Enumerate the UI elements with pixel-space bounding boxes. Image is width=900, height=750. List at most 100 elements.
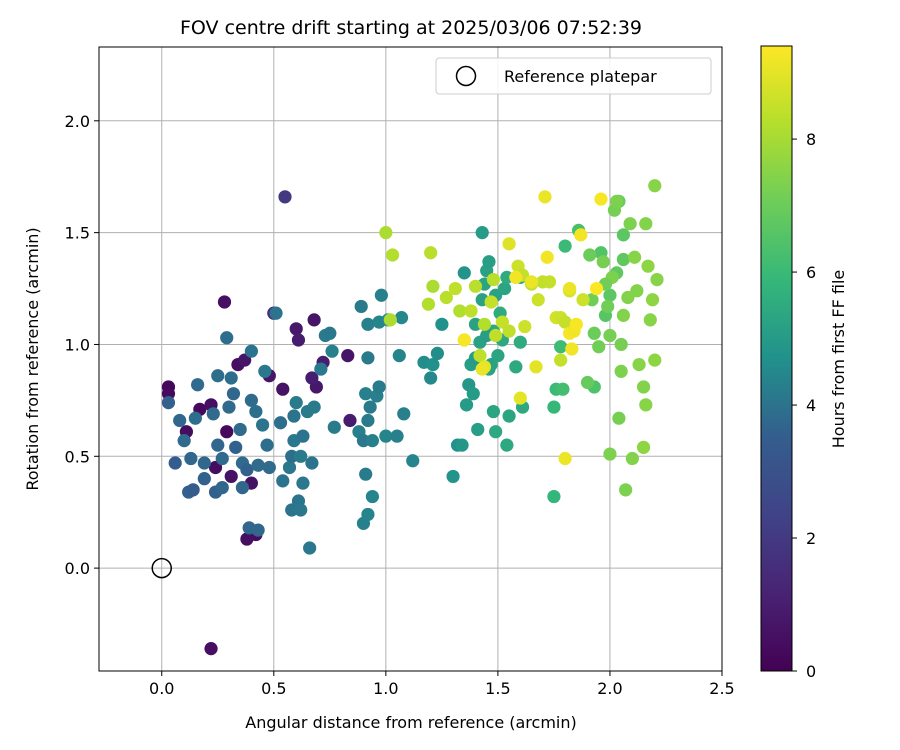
x-tick-label: 1.5 bbox=[485, 679, 510, 698]
data-point bbox=[394, 311, 409, 325]
data-point bbox=[459, 398, 474, 412]
data-point bbox=[540, 250, 554, 264]
data-point bbox=[509, 360, 523, 374]
data-point bbox=[361, 317, 375, 331]
data-point bbox=[468, 279, 483, 293]
y-axis-label: Rotation from reference (arcmin) bbox=[23, 227, 42, 490]
data-point bbox=[453, 304, 467, 318]
data-point bbox=[289, 322, 303, 336]
data-point bbox=[379, 226, 393, 240]
data-point bbox=[610, 194, 624, 208]
data-point bbox=[186, 483, 200, 497]
data-point bbox=[374, 288, 388, 302]
data-point bbox=[255, 418, 270, 432]
data-point bbox=[372, 380, 386, 394]
data-point bbox=[291, 333, 306, 347]
data-point bbox=[278, 190, 292, 204]
data-point bbox=[556, 382, 570, 396]
data-point bbox=[235, 481, 250, 495]
data-point bbox=[489, 328, 503, 343]
data-point bbox=[583, 248, 597, 262]
data-point bbox=[184, 451, 198, 466]
data-point bbox=[359, 467, 373, 481]
data-point bbox=[303, 541, 317, 555]
data-point bbox=[518, 319, 532, 334]
data-point bbox=[628, 250, 642, 264]
data-point bbox=[448, 281, 462, 296]
data-point bbox=[379, 429, 393, 443]
data-point bbox=[645, 293, 660, 307]
data-point bbox=[269, 306, 283, 320]
data-point bbox=[244, 393, 258, 407]
data-point bbox=[244, 344, 258, 358]
data-point bbox=[554, 353, 568, 367]
chart-title: FOV centre drift starting at 2025/03/06 … bbox=[180, 17, 642, 39]
data-point bbox=[531, 293, 545, 307]
data-point bbox=[204, 642, 218, 656]
data-point bbox=[502, 237, 516, 251]
data-point bbox=[580, 375, 595, 390]
x-tick-label: 0.5 bbox=[261, 679, 286, 698]
data-point bbox=[226, 387, 241, 401]
data-point bbox=[361, 351, 375, 365]
data-point bbox=[489, 425, 503, 439]
reference-marker bbox=[151, 557, 172, 579]
data-point bbox=[632, 357, 646, 372]
data-point bbox=[426, 279, 440, 293]
grid-lines bbox=[99, 47, 723, 671]
x-axis-label: Angular distance from reference (arcmin) bbox=[245, 713, 576, 732]
x-tick-label: 0.0 bbox=[149, 679, 174, 698]
data-point bbox=[296, 429, 310, 443]
legend-entry-label: Reference platepar bbox=[504, 67, 657, 86]
data-point bbox=[596, 255, 610, 269]
data-point bbox=[197, 472, 211, 486]
data-point bbox=[287, 409, 301, 423]
legend: Reference platepar bbox=[435, 57, 712, 95]
data-point bbox=[383, 313, 397, 327]
data-point bbox=[513, 391, 527, 405]
data-point bbox=[197, 456, 211, 470]
data-point bbox=[385, 248, 400, 262]
data-point bbox=[173, 413, 187, 428]
data-point bbox=[177, 434, 191, 448]
data-point bbox=[365, 434, 380, 448]
data-point bbox=[558, 239, 572, 253]
data-point bbox=[614, 337, 628, 352]
data-point bbox=[363, 400, 377, 414]
data-point bbox=[502, 324, 516, 338]
data-points bbox=[161, 179, 664, 656]
y-tick-label: 2.0 bbox=[65, 112, 90, 131]
data-point bbox=[538, 190, 552, 204]
data-point bbox=[547, 400, 561, 414]
data-point bbox=[471, 422, 485, 437]
data-point bbox=[558, 315, 572, 329]
data-point bbox=[592, 340, 606, 354]
data-point bbox=[240, 532, 254, 546]
legend-marker bbox=[455, 65, 477, 87]
x-axis-ticks: 0.0 0.5 1.0 1.5 2.0 2.5 bbox=[149, 671, 735, 698]
data-point bbox=[603, 288, 617, 302]
data-point bbox=[547, 489, 561, 504]
data-point bbox=[457, 266, 471, 280]
data-point bbox=[208, 460, 223, 475]
data-point bbox=[498, 281, 512, 296]
data-point bbox=[484, 295, 498, 309]
data-point bbox=[421, 297, 436, 311]
data-point bbox=[217, 295, 232, 309]
data-point bbox=[619, 483, 633, 497]
data-point bbox=[424, 246, 438, 260]
data-point bbox=[542, 275, 557, 289]
data-point bbox=[589, 281, 604, 296]
plot-frame bbox=[98, 46, 723, 672]
data-point bbox=[240, 463, 254, 477]
data-point bbox=[211, 369, 225, 383]
data-point bbox=[475, 362, 489, 376]
colorbar-label: Hours from first FF file bbox=[829, 270, 848, 449]
y-tick-label: 1.5 bbox=[65, 224, 90, 243]
data-point bbox=[238, 353, 252, 367]
data-point bbox=[477, 317, 492, 331]
legend-box bbox=[435, 57, 712, 95]
data-point bbox=[229, 440, 243, 454]
data-point bbox=[289, 396, 303, 410]
data-point bbox=[365, 489, 380, 504]
